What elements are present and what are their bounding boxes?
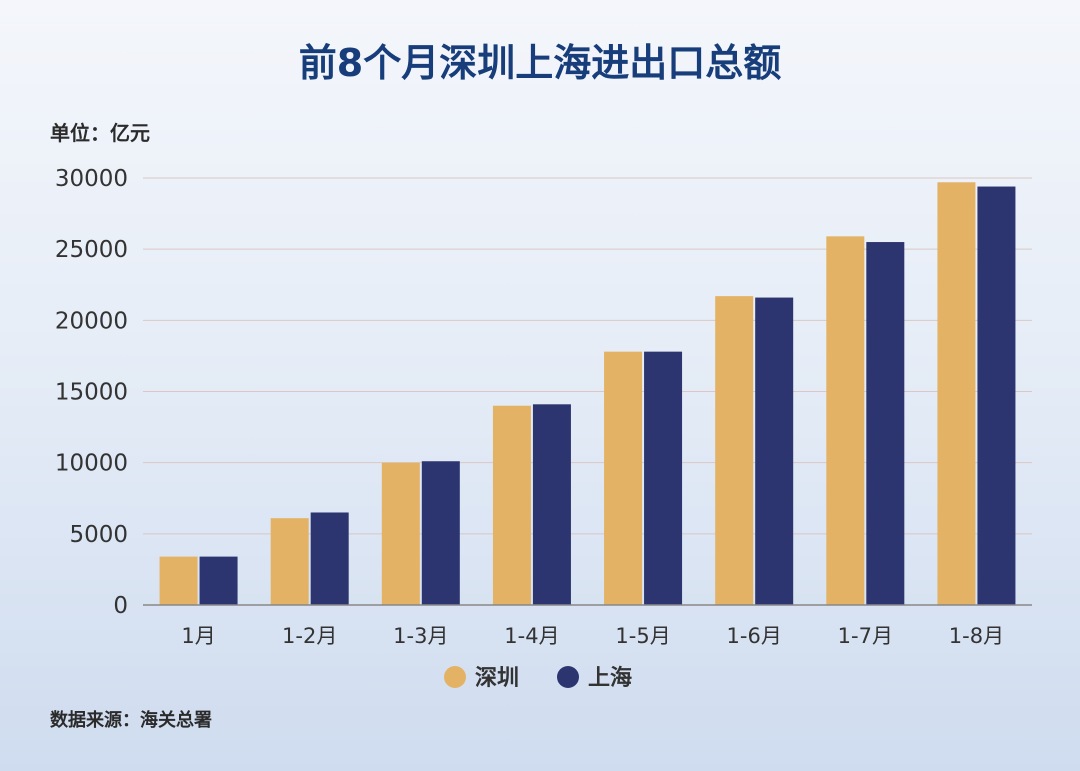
y-axis-ticks: 0 5000 10000 15000 20000 25000 30000 bbox=[55, 166, 128, 619]
bar-shenzhen bbox=[159, 556, 198, 605]
y-tick-label: 5000 bbox=[69, 522, 128, 548]
bar-shenzhen bbox=[826, 236, 865, 605]
legend-label: 上海 bbox=[588, 665, 632, 691]
bar-shenzhen bbox=[937, 182, 976, 605]
x-tick-label: 1-5月 bbox=[615, 624, 670, 648]
x-tick-label: 1-2月 bbox=[282, 624, 337, 648]
x-tick-label: 1-4月 bbox=[504, 624, 559, 648]
x-tick-label: 1-7月 bbox=[838, 624, 893, 648]
bar-shanghai bbox=[755, 297, 794, 605]
y-tick-label: 20000 bbox=[55, 308, 128, 334]
unit-label: 单位：亿元 bbox=[50, 121, 150, 145]
y-tick-label: 0 bbox=[113, 593, 128, 619]
x-tick-label: 1-3月 bbox=[393, 624, 448, 648]
y-tick-label: 30000 bbox=[55, 166, 128, 192]
legend-label: 深圳 bbox=[475, 666, 519, 691]
bar-shanghai bbox=[866, 242, 905, 606]
bar-shanghai bbox=[421, 461, 460, 605]
bar-shanghai bbox=[532, 404, 571, 605]
bar-shanghai bbox=[199, 556, 238, 605]
source-note: 数据来源：海关总署 bbox=[50, 709, 212, 731]
bar-shanghai bbox=[310, 512, 349, 605]
legend-marker bbox=[444, 666, 466, 688]
bar-shanghai bbox=[977, 186, 1016, 606]
bar-shenzhen bbox=[270, 518, 309, 605]
legend-marker bbox=[557, 666, 579, 688]
bar-shenzhen bbox=[381, 462, 420, 605]
x-tick-label: 1-6月 bbox=[727, 624, 782, 648]
bar-shenzhen bbox=[492, 405, 531, 605]
y-tick-label: 15000 bbox=[55, 380, 128, 406]
bars bbox=[159, 182, 1016, 606]
x-tick-label: 1月 bbox=[181, 624, 215, 648]
legend: 深圳 上海 bbox=[444, 665, 632, 691]
x-axis-ticks: 1月 1-2月 1-3月 1-4月 1-5月 1-6月 1-7月 1-8月 bbox=[181, 624, 1004, 648]
bar-shenzhen bbox=[604, 351, 643, 605]
y-tick-label: 10000 bbox=[55, 451, 128, 477]
chart-title: 前8个月深圳上海进出口总额 bbox=[299, 41, 781, 85]
bar-shenzhen bbox=[715, 296, 754, 605]
y-tick-label: 25000 bbox=[55, 237, 128, 263]
bar-shanghai bbox=[644, 351, 683, 605]
x-tick-label: 1-8月 bbox=[949, 624, 1004, 648]
